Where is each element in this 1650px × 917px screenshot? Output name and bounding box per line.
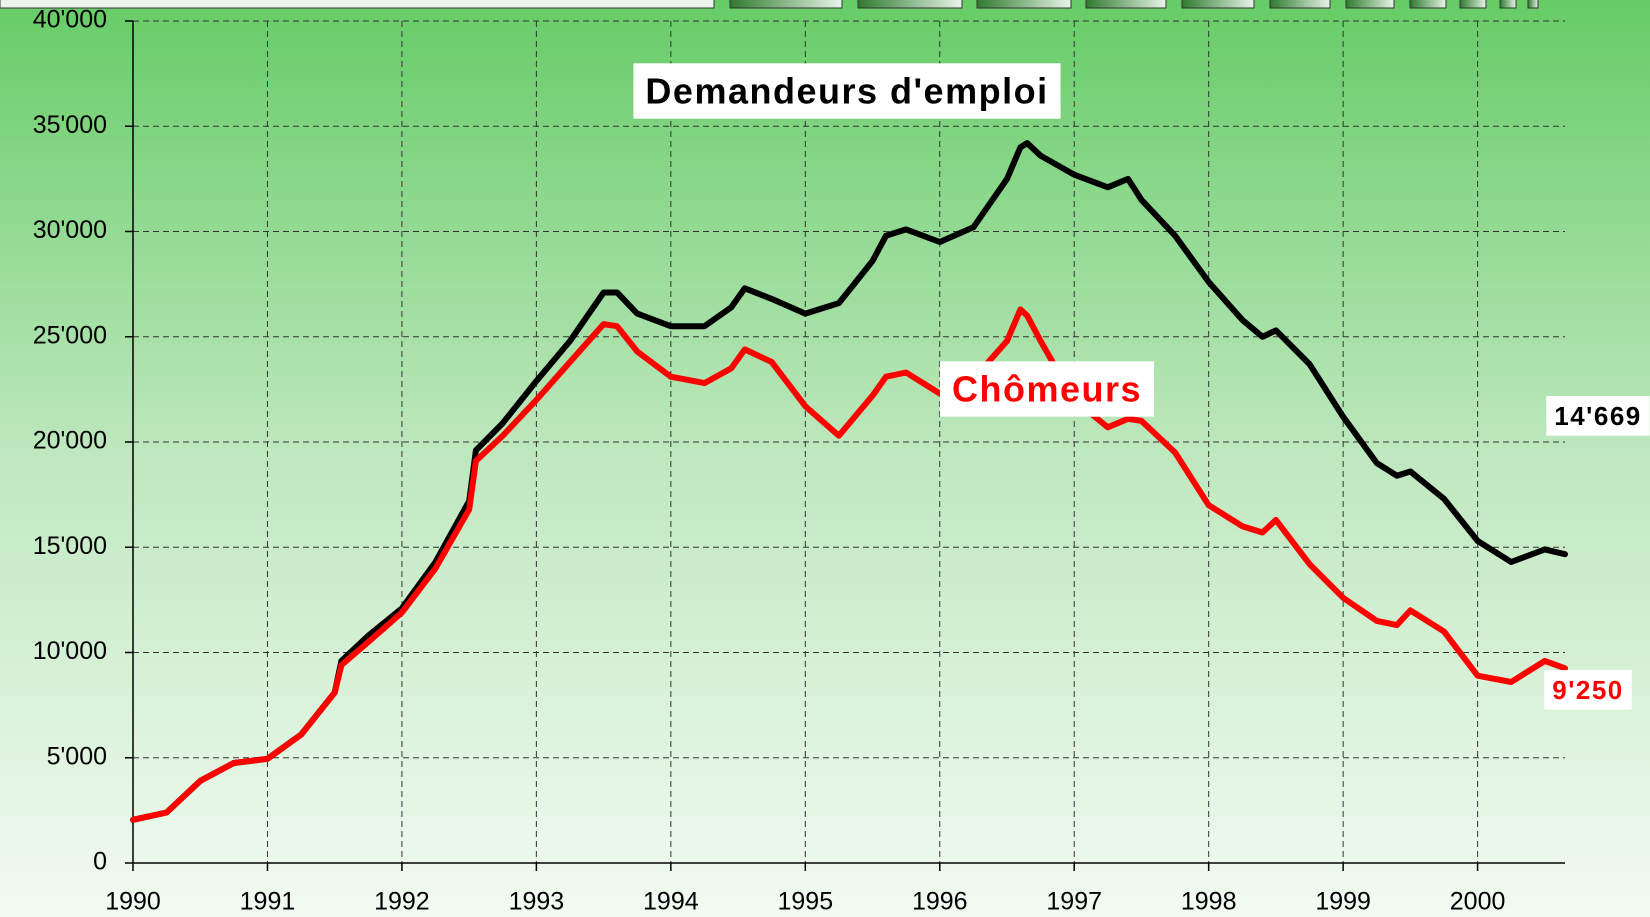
y-tick-label: 20'000 [33,427,107,455]
x-tick-label: 1994 [643,888,699,916]
x-tick-label: 1995 [777,888,833,916]
x-tick-label: 1996 [912,888,968,916]
toolbar-button [976,0,1072,9]
toolbar-button [1527,0,1539,9]
toolbar-button [1409,0,1447,9]
toolbar-button [1345,0,1395,9]
x-tick-label: 1998 [1181,888,1237,916]
toolbar-field [0,0,715,9]
toolbar-button [729,0,843,9]
value-label-box [1546,396,1650,436]
x-tick-label: 1997 [1046,888,1102,916]
toolbar-button [1269,0,1331,9]
toolbar [0,0,1539,9]
series-label-group: Demandeurs d'emploi [633,63,1061,119]
series-line [130,306,1568,823]
y-tick-label: 5'000 [47,742,107,770]
series-label: Chômeurs [952,369,1142,410]
series-label-box [939,361,1155,417]
value-label: 9'250 [1552,675,1624,705]
y-tick-label: 10'000 [33,637,107,665]
value-label-group: 14'669 [1546,396,1650,436]
y-tick-label: 35'000 [33,111,107,139]
x-tick-label: 1990 [105,888,161,916]
toolbar-button [1499,0,1517,9]
x-tick-label: 1991 [240,888,296,916]
x-tick-label: 1993 [509,888,565,916]
y-tick-label: 25'000 [33,321,107,349]
y-tick-label: 30'000 [33,216,107,244]
value-label: 14'669 [1554,401,1641,431]
x-tick-label: 1999 [1315,888,1371,916]
series-label-box [633,63,1061,119]
toolbar-button [1459,0,1487,9]
x-tick-label: 2000 [1450,888,1506,916]
y-tick-label: 0 [93,848,107,876]
toolbar-button [1181,0,1255,9]
y-tick-label: 40'000 [33,6,107,34]
value-label-group: 9'250 [1544,670,1632,710]
x-tick-label: 1992 [374,888,430,916]
y-tick-label: 15'000 [33,532,107,560]
toolbar-button [857,0,963,9]
value-label-box [1544,670,1632,710]
toolbar-button [1085,0,1167,9]
series-label: Demandeurs d'emploi [645,71,1048,112]
series-label-group: Chômeurs [939,361,1155,417]
series-line [130,140,1568,823]
